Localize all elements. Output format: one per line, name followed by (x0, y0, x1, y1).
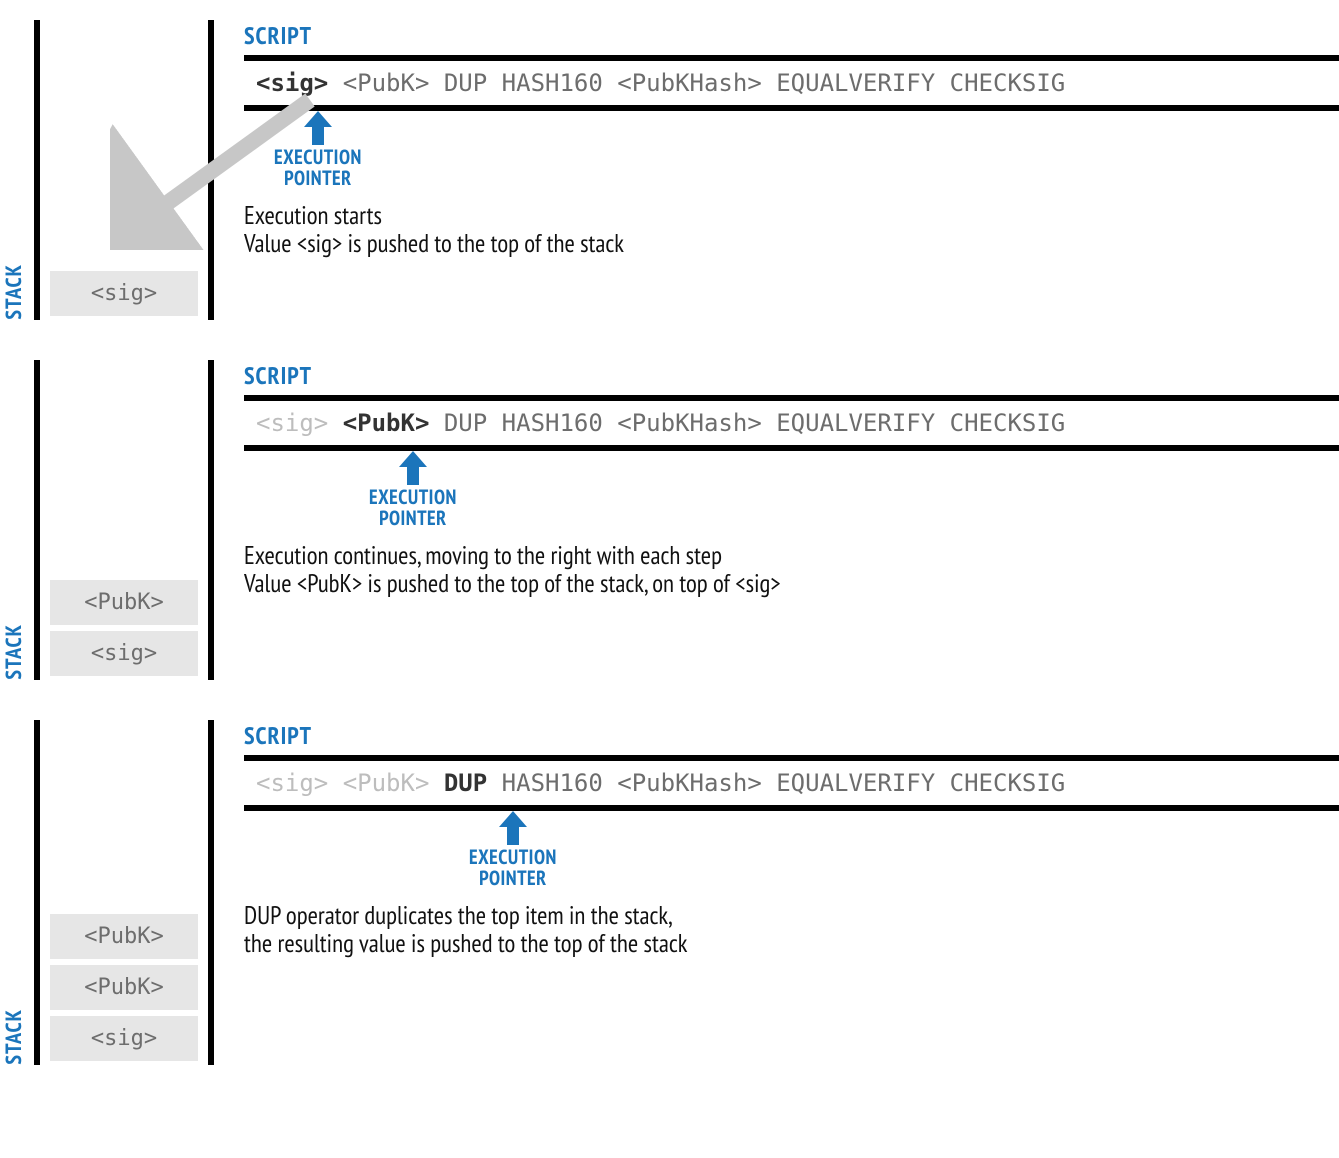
pointer-label: EXECUTIONPOINTER (369, 487, 457, 529)
pointer-row: EXECUTIONPOINTER (244, 111, 1339, 201)
pointer-label-line: POINTER (284, 165, 352, 191)
stack-label: STACK (0, 1005, 28, 1065)
script-token: EQUALVERIFY (776, 769, 935, 797)
script-token: DUP (444, 69, 487, 97)
script-panel: SCRIPT <sig> <PubK> DUP HASH160 <PubKHash… (214, 20, 1339, 320)
script-token: <PubKHash> (617, 769, 762, 797)
pointer-row: EXECUTIONPOINTER (244, 451, 1339, 541)
script-token: <sig> (256, 769, 328, 797)
stack-item: <sig> (50, 271, 198, 316)
description-line: DUP operator duplicates the top item in … (244, 901, 1339, 929)
description-line: Execution starts (244, 201, 1339, 229)
description-line: Value <sig> is pushed to the top of the … (244, 229, 1339, 257)
script-token: <PubK> (343, 69, 430, 97)
description-line: Execution continues, moving to the right… (244, 541, 1339, 569)
script-token: DUP (444, 409, 487, 437)
stack-label: STACK (0, 260, 28, 320)
script-token: <sig> (256, 409, 328, 437)
stack-column: <PubK> <sig> (34, 360, 214, 680)
execution-step: STACK <PubK> <sig> SCRIPT <sig> <PubK> DUP H… (0, 360, 1339, 680)
stack-item: <PubK> (50, 965, 198, 1010)
script-token: <PubKHash> (617, 69, 762, 97)
execution-step: STACK <PubK> <PubK> <sig> SCRIPT <sig> <PubK>… (0, 720, 1339, 1065)
script-token: HASH160 (502, 769, 603, 797)
script-token: CHECKSIG (950, 409, 1066, 437)
stack-column: <PubK> <PubK> <sig> (34, 720, 214, 1065)
pointer-label-line: POINTER (379, 505, 447, 531)
execution-pointer: EXECUTIONPOINTER (274, 111, 362, 189)
script-panel: SCRIPT <sig> <PubK> DUP HASH160 <PubKHash… (214, 720, 1339, 1065)
execution-step: STACK <sig> SCRIPT <sig> <PubK> DUP HASH160… (0, 20, 1339, 320)
script-token: <PubK> (343, 769, 430, 797)
script-token: EQUALVERIFY (776, 69, 935, 97)
script-label: SCRIPT (244, 360, 1339, 391)
script-rail: <sig> <PubK> DUP HASH160 <PubKHash> EQUA… (244, 755, 1339, 811)
script-label: SCRIPT (244, 20, 1339, 51)
script-token: HASH160 (502, 69, 603, 97)
stack-label: STACK (0, 620, 28, 680)
script-rail: <sig> <PubK> DUP HASH160 <PubKHash> EQUA… (244, 395, 1339, 451)
script-token: EQUALVERIFY (776, 409, 935, 437)
step-description: DUP operator duplicates the top item in … (244, 901, 1339, 957)
script-token: CHECKSIG (950, 769, 1066, 797)
execution-pointer: EXECUTIONPOINTER (469, 811, 557, 889)
script-token: <sig> (256, 69, 328, 97)
pointer-row: EXECUTIONPOINTER (244, 811, 1339, 901)
description-line: Value <PubK> is pushed to the top of the… (244, 569, 1339, 597)
step-description: Execution continues, moving to the right… (244, 541, 1339, 597)
pointer-label: EXECUTIONPOINTER (274, 147, 362, 189)
script-token: <PubKHash> (617, 409, 762, 437)
description-line: the resulting value is pushed to the top… (244, 929, 1339, 957)
stack-item: <sig> (50, 631, 198, 676)
execution-pointer: EXECUTIONPOINTER (369, 451, 457, 529)
script-token: <PubK> (343, 409, 430, 437)
stack-column: <sig> (34, 20, 214, 320)
script-token: HASH160 (502, 409, 603, 437)
step-description: Execution startsValue <sig> is pushed to… (244, 201, 1339, 257)
stack-item: <PubK> (50, 580, 198, 625)
pointer-label-line: POINTER (479, 865, 547, 891)
script-token: CHECKSIG (950, 69, 1066, 97)
script-rail: <sig> <PubK> DUP HASH160 <PubKHash> EQUA… (244, 55, 1339, 111)
pointer-label: EXECUTIONPOINTER (469, 847, 557, 889)
script-panel: SCRIPT <sig> <PubK> DUP HASH160 <PubKHash… (214, 360, 1339, 680)
stack-item: <sig> (50, 1016, 198, 1061)
script-token: DUP (444, 769, 487, 797)
stack-item: <PubK> (50, 914, 198, 959)
script-label: SCRIPT (244, 720, 1339, 751)
